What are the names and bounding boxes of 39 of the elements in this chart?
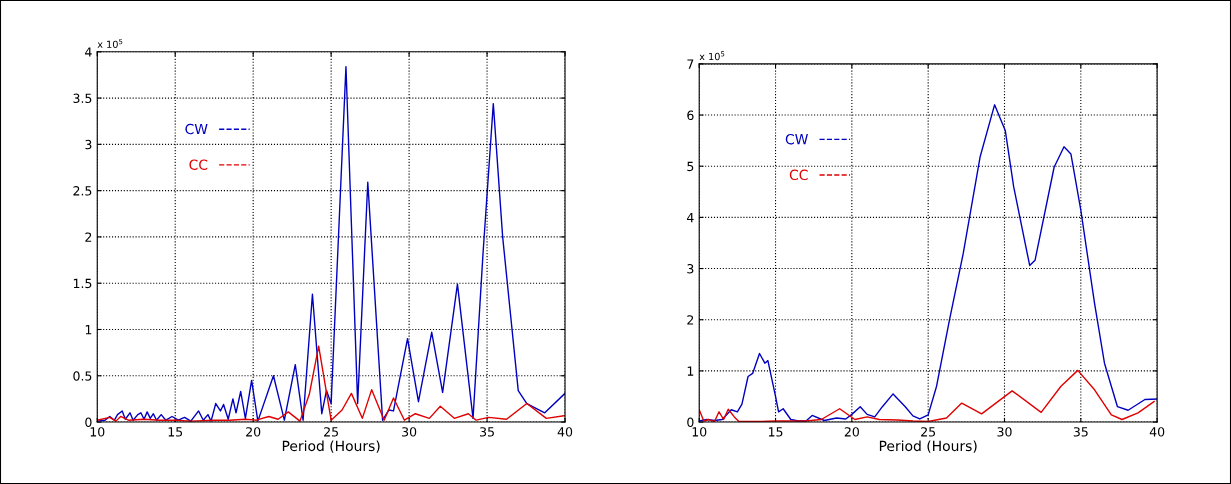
y-tick-label: 0.5 <box>73 371 92 381</box>
y-tick-label: 3 <box>687 264 694 274</box>
y-tick-label: 2 <box>85 232 92 242</box>
x-tick-label: 40 <box>557 427 573 437</box>
y-tick-label: 4 <box>85 47 92 57</box>
x-tick-label: 20 <box>844 427 859 437</box>
x-tick-label: 15 <box>168 427 183 437</box>
y-tick-label: 0 <box>687 417 694 427</box>
x-tick-label: 25 <box>324 427 338 437</box>
legend-label: CW <box>785 133 808 145</box>
legend-label: CW <box>185 123 208 135</box>
y-tick-label: 0 <box>85 417 92 427</box>
y-tick-label: 7 <box>687 59 694 69</box>
text: x 10$^{5}$ <box>97 39 123 48</box>
x-tick-label: 30 <box>997 427 1012 437</box>
y-tick-label: 6 <box>687 110 694 120</box>
legend-label: CC <box>189 159 208 170</box>
x-tick-label: 40 <box>1149 427 1165 437</box>
x-tick-label: 35 <box>1073 427 1088 437</box>
y-tick-label: 1.5 <box>73 278 92 289</box>
x-tick-label: 10 <box>90 427 105 437</box>
x-tick-label: 35 <box>480 427 494 437</box>
x-axis-title: Period (Hours) <box>282 440 380 453</box>
x-tick-label: 20 <box>246 427 261 437</box>
x-tick-label: 30 <box>402 427 417 437</box>
legend-label: CC <box>789 169 808 181</box>
y-tick-label: 3 <box>85 139 92 150</box>
x-tick-label: 10 <box>692 427 707 437</box>
y-tick-label: 3.5 <box>73 93 92 103</box>
y-tick-label: 4 <box>687 213 694 223</box>
x-tick-label: 25 <box>921 427 936 437</box>
x-tick-label: 15 <box>768 427 783 437</box>
x-axis-title: Period (Hours) <box>879 440 977 453</box>
y-tick-label: 2 <box>687 315 694 325</box>
y-tick-label: 2.5 <box>73 186 92 196</box>
text: x 10$^{5}$ <box>699 51 725 61</box>
y-tick-label: 1 <box>687 366 694 376</box>
y-tick-label: 5 <box>687 161 694 172</box>
y-tick-label: 1 <box>85 325 92 335</box>
